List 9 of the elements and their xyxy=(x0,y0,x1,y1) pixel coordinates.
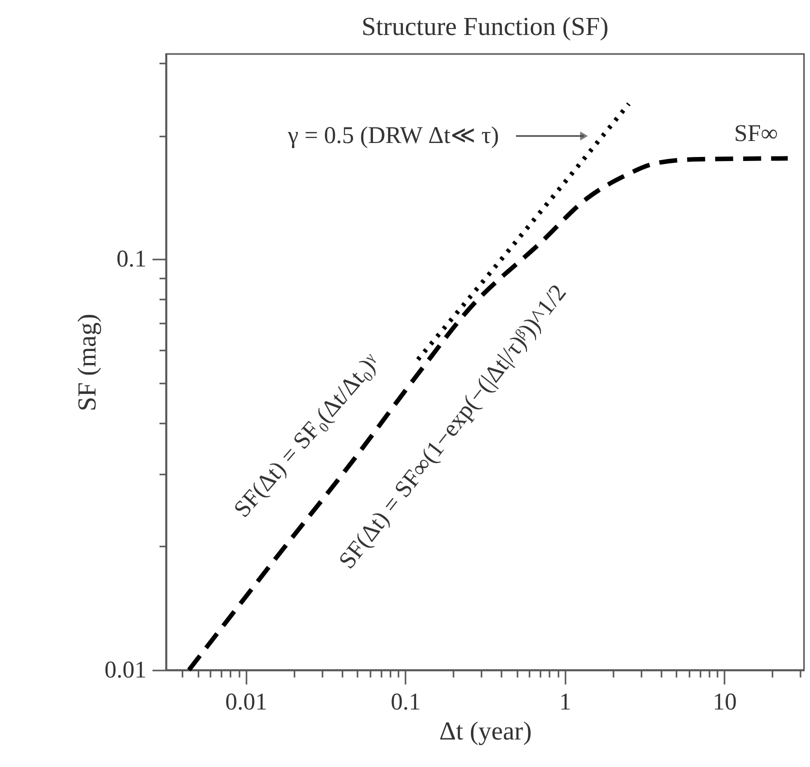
annotation: γ = 0.5 (DRW Δt≪ τ) xyxy=(286,123,499,149)
x-tick-label: 0.01 xyxy=(225,690,268,716)
x-tick-label: 1 xyxy=(559,690,572,716)
chart-title: Structure Function (SF) xyxy=(362,12,608,41)
x-tick-label: 0.1 xyxy=(390,690,421,716)
x-axis-title: Δt (year) xyxy=(439,716,532,746)
y-axis-title: SF (mag) xyxy=(72,314,102,412)
annotation: SF∞ xyxy=(734,121,778,147)
x-tick-label: 10 xyxy=(712,690,737,716)
